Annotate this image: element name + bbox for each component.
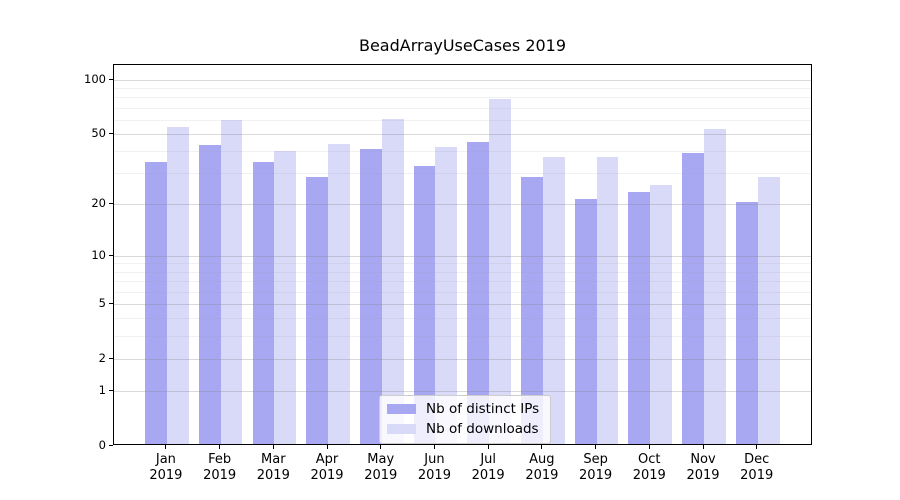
- bar-nb-of-downloads-oct: [650, 185, 673, 444]
- y-tick-mark-50: [109, 132, 113, 134]
- bar-nb-of-downloads-feb: [220, 120, 243, 444]
- x-tick-mark-apr: [326, 445, 328, 449]
- bar-nb-of-downloads-nov: [704, 128, 726, 444]
- bar-nb-of-distinct-ips-nov: [682, 153, 704, 444]
- x-tick-label-may: May 2019: [364, 452, 398, 483]
- x-tick-mark-may: [380, 445, 382, 449]
- legend-swatch-downloads: [387, 424, 416, 434]
- x-tick-mark-aug: [541, 445, 543, 449]
- x-tick-mark-jun: [433, 445, 435, 449]
- x-tick-label-jul: Jul 2019: [471, 452, 505, 483]
- y-tick-label-100: 100: [84, 71, 106, 86]
- x-tick-label-aug: Aug 2019: [525, 452, 559, 483]
- bar-nb-of-distinct-ips-jan: [145, 161, 167, 444]
- x-tick-label-apr: Apr 2019: [310, 452, 344, 483]
- legend-item-downloads: Nb of downloads: [387, 421, 539, 437]
- bar-nb-of-distinct-ips-sep: [574, 198, 597, 444]
- bar-nb-of-downloads-jul: [489, 99, 511, 444]
- bar-nb-of-downloads-may: [381, 118, 404, 444]
- y-tick-label-50: 50: [91, 125, 106, 140]
- y-tick-mark-5: [109, 302, 113, 304]
- y-tick-label-10: 10: [91, 247, 106, 262]
- bar-nb-of-distinct-ips-apr: [306, 176, 329, 444]
- bar-nb-of-downloads-mar: [274, 151, 297, 444]
- x-tick-label-sep: Sep 2019: [579, 452, 613, 483]
- bar-nb-of-downloads-dec: [757, 176, 780, 444]
- legend-swatch-distinct-ips: [387, 404, 416, 414]
- bar-nb-of-distinct-ips-may: [359, 149, 382, 444]
- chart-title: BeadArrayUseCases 2019: [358, 36, 567, 55]
- bar-nb-of-distinct-ips-feb: [198, 145, 221, 444]
- bar-nb-of-distinct-ips-jul: [467, 141, 490, 444]
- x-tick-mark-mar: [272, 445, 274, 449]
- x-tick-label-jun: Jun 2019: [417, 452, 451, 483]
- x-tick-label-oct: Oct 2019: [632, 452, 666, 483]
- bar-nb-of-downloads-aug: [542, 157, 565, 444]
- x-tick-mark-nov: [702, 445, 704, 449]
- y-tick-mark-10: [109, 254, 113, 256]
- plot-area: Nb of distinct IPs Nb of downloads: [113, 64, 812, 445]
- x-tick-mark-oct: [648, 445, 650, 449]
- legend-item-distinct-ips: Nb of distinct IPs: [387, 401, 539, 417]
- bar-nb-of-distinct-ips-aug: [521, 176, 543, 444]
- y-tick-mark-2: [109, 357, 113, 359]
- y-tick-mark-20: [109, 203, 113, 205]
- x-tick-label-nov: Nov 2019: [686, 452, 720, 483]
- bar-nb-of-distinct-ips-oct: [628, 191, 651, 444]
- x-tick-mark-dec: [756, 445, 758, 449]
- legend-box: Nb of distinct IPs Nb of downloads: [379, 395, 552, 444]
- bar-nb-of-distinct-ips-mar: [252, 161, 275, 444]
- bar-nb-of-downloads-apr: [328, 143, 350, 444]
- x-tick-label-dec: Dec 2019: [740, 452, 774, 483]
- y-tick-label-5: 5: [98, 295, 106, 310]
- x-tick-mark-feb: [219, 445, 221, 449]
- y-tick-mark-1: [109, 389, 113, 391]
- bar-nb-of-distinct-ips-dec: [735, 202, 758, 444]
- x-tick-mark-jan: [165, 445, 167, 449]
- x-tick-label-jan: Jan 2019: [149, 452, 183, 483]
- y-tick-mark-100: [109, 78, 113, 80]
- y-tick-mark-0: [109, 445, 113, 446]
- legend-label-downloads: Nb of downloads: [426, 421, 539, 437]
- y-tick-label-2: 2: [98, 350, 106, 365]
- x-tick-label-mar: Mar 2019: [256, 452, 290, 483]
- x-tick-label-feb: Feb 2019: [203, 452, 237, 483]
- bar-nb-of-downloads-jun: [435, 147, 458, 444]
- bar-nb-of-downloads-sep: [596, 157, 619, 444]
- bar-nb-of-distinct-ips-jun: [413, 166, 436, 444]
- y-tick-label-1: 1: [98, 382, 106, 397]
- y-tick-label-20: 20: [91, 196, 106, 211]
- bar-nb-of-downloads-jan: [166, 127, 189, 444]
- y-tick-label-0: 0: [98, 438, 106, 452]
- bars-layer: [114, 65, 811, 444]
- x-tick-mark-jul: [487, 445, 489, 449]
- x-tick-mark-sep: [595, 445, 597, 449]
- legend-label-distinct-ips: Nb of distinct IPs: [426, 401, 540, 417]
